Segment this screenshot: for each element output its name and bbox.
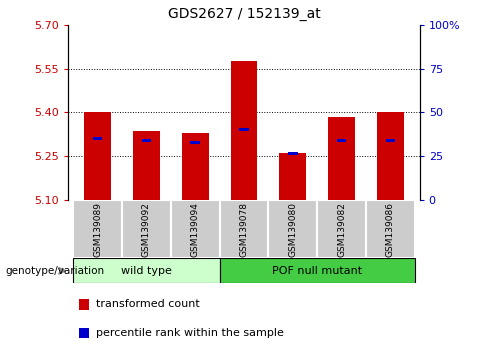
Text: GSM139094: GSM139094 xyxy=(191,202,200,257)
Text: GSM139092: GSM139092 xyxy=(142,202,151,257)
Bar xyxy=(73,258,220,283)
Text: GSM139086: GSM139086 xyxy=(386,202,395,257)
Bar xyxy=(190,141,200,144)
Bar xyxy=(79,299,89,309)
Bar xyxy=(317,200,366,258)
Bar xyxy=(79,327,89,338)
Bar xyxy=(366,200,415,258)
Bar xyxy=(280,153,306,200)
Text: transformed count: transformed count xyxy=(97,299,200,309)
Bar xyxy=(73,200,122,258)
Bar xyxy=(328,117,355,200)
Text: genotype/variation: genotype/variation xyxy=(5,266,104,276)
Text: GSM139089: GSM139089 xyxy=(93,202,102,257)
Bar xyxy=(122,200,171,258)
Bar xyxy=(337,139,346,142)
Text: POF null mutant: POF null mutant xyxy=(272,266,362,276)
Bar xyxy=(239,129,249,131)
Title: GDS2627 / 152139_at: GDS2627 / 152139_at xyxy=(167,7,321,21)
Bar xyxy=(288,152,298,155)
Text: GSM139078: GSM139078 xyxy=(240,202,248,257)
Bar xyxy=(182,133,209,200)
Bar xyxy=(142,139,151,142)
Bar xyxy=(93,137,102,140)
Bar xyxy=(386,139,395,142)
Bar xyxy=(133,131,160,200)
Bar xyxy=(220,258,415,283)
Text: GSM139082: GSM139082 xyxy=(337,202,346,257)
Bar xyxy=(268,200,317,258)
Text: percentile rank within the sample: percentile rank within the sample xyxy=(97,328,285,338)
Bar xyxy=(171,200,220,258)
Bar xyxy=(231,61,258,200)
Bar xyxy=(84,112,111,200)
Text: wild type: wild type xyxy=(121,266,172,276)
Bar xyxy=(220,200,268,258)
Text: GSM139080: GSM139080 xyxy=(288,202,297,257)
Bar xyxy=(377,112,404,200)
